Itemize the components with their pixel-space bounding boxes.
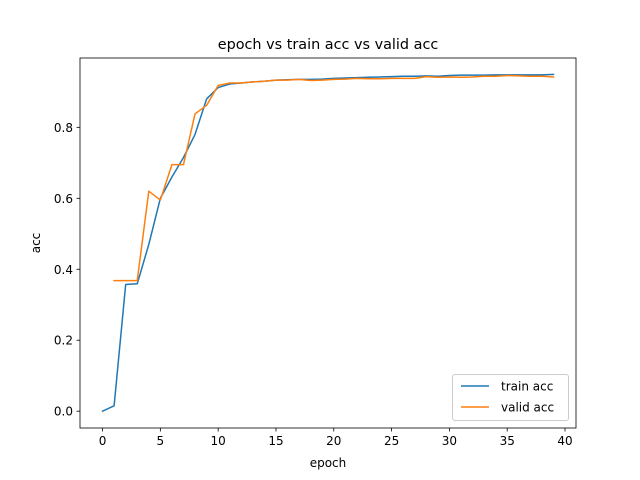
y-tick-label: 0.4 bbox=[54, 263, 73, 277]
y-axis-ticks: 0.0 0.2 0.4 0.6 0.8 bbox=[54, 121, 80, 419]
series-line-valid-acc bbox=[113, 74, 555, 282]
x-axis-ticks: 0 5 10 15 20 25 30 35 40 bbox=[99, 428, 573, 448]
x-tick-label: 20 bbox=[326, 434, 341, 448]
x-tick-label: 15 bbox=[268, 434, 283, 448]
x-axis-label: epoch bbox=[310, 456, 347, 470]
series-line-train-acc bbox=[101, 73, 555, 413]
plot-area bbox=[80, 58, 576, 428]
legend-label-train: train acc bbox=[501, 380, 553, 394]
series-layer bbox=[101, 73, 555, 413]
x-tick-label: 30 bbox=[442, 434, 457, 448]
plot-frame bbox=[79, 57, 577, 429]
y-tick-label: 0.0 bbox=[54, 405, 73, 419]
legend-label-valid: valid acc bbox=[501, 401, 554, 415]
x-tick-label: 5 bbox=[157, 434, 165, 448]
x-tick-label: 25 bbox=[384, 434, 399, 448]
x-tick-label: 35 bbox=[500, 434, 515, 448]
y-tick-label: 0.6 bbox=[54, 192, 73, 206]
y-axis-label: acc bbox=[29, 233, 43, 254]
x-tick-label: 0 bbox=[99, 434, 107, 448]
y-tick-label: 0.8 bbox=[54, 121, 73, 135]
x-tick-label: 10 bbox=[211, 434, 226, 448]
y-tick-label: 0.2 bbox=[54, 334, 73, 348]
chart-title: epoch vs train acc vs valid acc bbox=[218, 37, 439, 53]
x-tick-label: 40 bbox=[557, 434, 572, 448]
legend: train acc valid acc bbox=[452, 374, 569, 421]
